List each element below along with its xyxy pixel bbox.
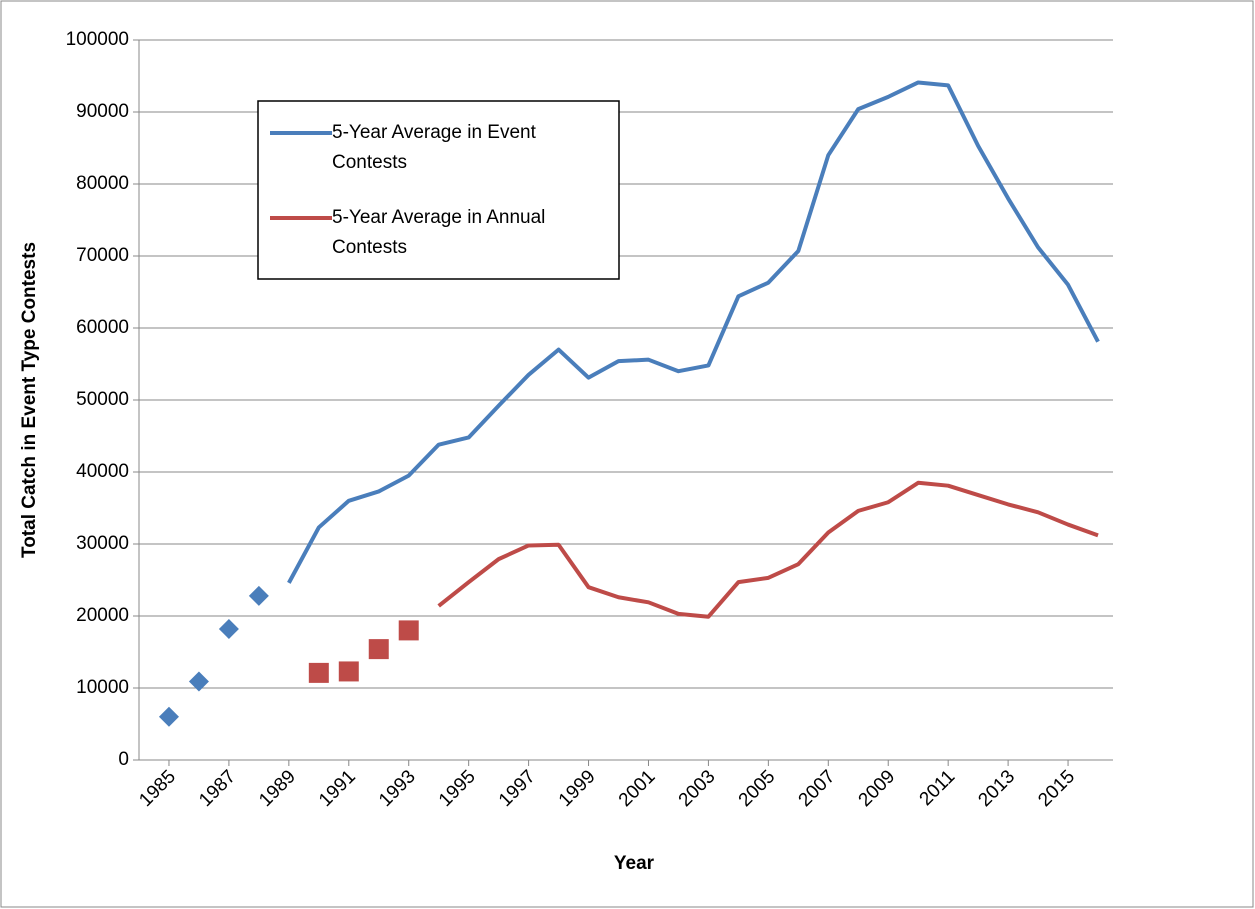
x-axis-title: Year [614,853,655,874]
y-tick-label: 50000 [76,389,129,410]
y-tick-label: 100000 [66,29,129,50]
diamond-marker [158,706,179,727]
y-tick-label: 40000 [76,461,129,482]
y-tick-label: 60000 [76,317,129,338]
y-tick-label: 30000 [76,533,129,554]
diamond-marker [218,618,239,639]
series-line [287,80,1100,584]
square-marker [308,662,329,683]
y-tick-label: 80000 [76,173,129,194]
y-tick-label: 90000 [76,101,129,122]
legend-label: 5-Year Average in Annual Contests [332,207,545,258]
diamond-marker [188,671,209,692]
y-tick-label: 70000 [76,245,129,266]
legend-box [257,100,620,280]
y-tick-label: 20000 [76,605,129,626]
square-marker [368,639,389,660]
legend-label: 5-Year Average in Event Contests [332,122,537,173]
y-tick-label: 10000 [76,677,129,698]
y-axis-title: Total Catch in Event Type Contests [19,242,40,558]
square-marker [338,661,359,682]
series-line [437,480,1099,619]
y-tick-label: 0 [118,749,129,770]
square-marker [398,620,419,641]
diamond-marker [248,585,269,606]
